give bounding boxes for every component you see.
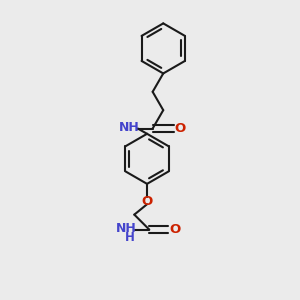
Text: O: O [169,223,181,236]
Text: NH: NH [119,121,140,134]
Text: O: O [141,195,153,208]
Text: H: H [125,231,135,244]
Text: NH: NH [116,222,136,235]
Text: O: O [175,122,186,135]
